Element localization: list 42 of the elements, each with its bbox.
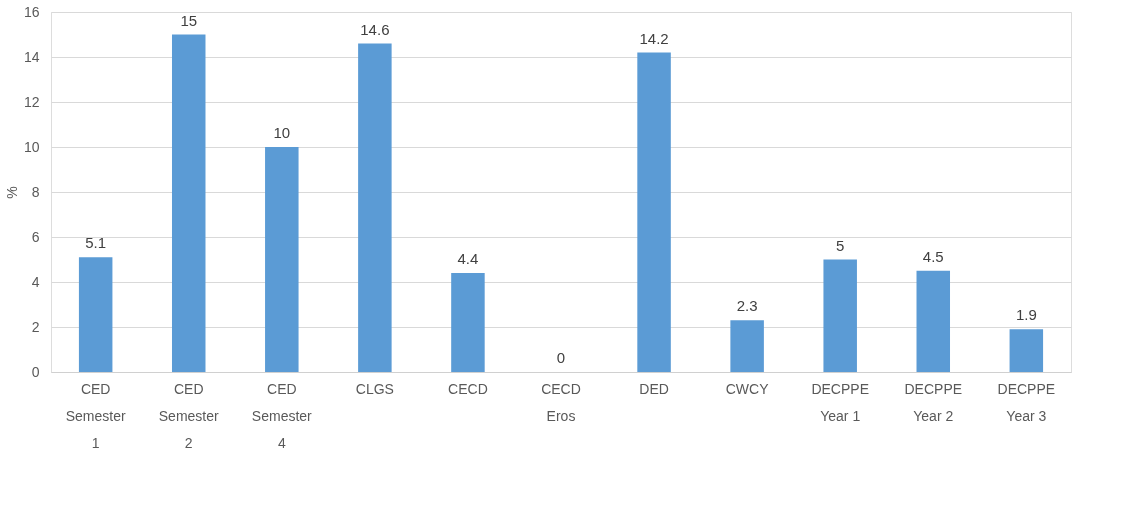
- data-label: 4.5: [922, 247, 944, 265]
- y-tick-label: 8: [31, 183, 40, 200]
- x-tick-label: DED: [639, 380, 669, 397]
- bar: [171, 34, 206, 372]
- data-label: 2.3: [736, 297, 758, 315]
- x-tick-label: DECPPE Year 1: [811, 380, 869, 424]
- x-tick-label: DECPPE Year 3: [997, 380, 1056, 424]
- x-tick-label: CED Semester 1: [65, 380, 126, 451]
- y-tick-label: 6: [31, 228, 40, 245]
- data-label: 5.1: [85, 234, 107, 252]
- data-label: 14.2: [639, 29, 669, 47]
- data-label: 1.9: [1015, 306, 1037, 324]
- x-tick-label: CED Semester 4: [251, 380, 313, 451]
- bar: [823, 259, 857, 372]
- data-label: 5: [836, 236, 845, 254]
- bar: [358, 43, 392, 372]
- bar: [730, 320, 764, 372]
- x-tick-label: CWCY: [725, 380, 770, 397]
- bar: [78, 257, 113, 372]
- data-label: 15: [180, 11, 198, 29]
- y-tick-label: 10: [23, 138, 40, 155]
- x-tick-label: DECPPE Year 2: [904, 380, 963, 424]
- data-label: 10: [273, 124, 291, 141]
- bar: [1009, 329, 1044, 372]
- y-tick-label: 2: [31, 318, 40, 335]
- x-tick-label: CECD: [448, 380, 488, 397]
- x-tick-label: CED Semester 2: [158, 380, 220, 451]
- data-label: 4.4: [457, 250, 479, 267]
- y-tick-label: 14: [23, 48, 40, 65]
- bar: [451, 273, 485, 372]
- data-label: 0: [556, 349, 566, 366]
- y-tick-label: 4: [31, 273, 40, 290]
- bar: [265, 147, 299, 372]
- bar: [637, 52, 671, 372]
- y-tick-label: 12: [23, 93, 40, 110]
- x-tick-label: CLGS: [355, 380, 394, 397]
- data-label: 14.6: [360, 20, 390, 38]
- y-axis-title: %: [3, 186, 20, 199]
- bar: [916, 270, 951, 372]
- x-tick-label: CECD Eros: [541, 380, 581, 424]
- y-tick-label: 16: [23, 3, 40, 20]
- y-tick-label: 0: [31, 363, 40, 380]
